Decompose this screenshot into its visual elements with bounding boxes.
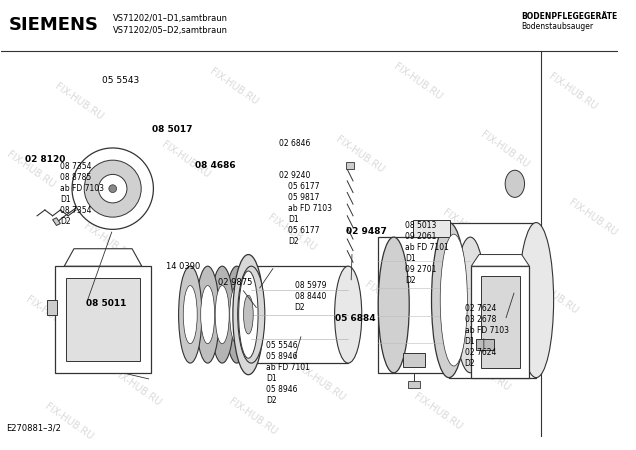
Ellipse shape: [109, 185, 116, 193]
Text: FIX-HUB.RU: FIX-HUB.RU: [266, 212, 318, 252]
Polygon shape: [53, 218, 60, 225]
Ellipse shape: [225, 266, 249, 363]
Bar: [346, 162, 354, 169]
Bar: [378, 237, 470, 373]
Text: FIX-HUB.RU: FIX-HUB.RU: [547, 72, 599, 112]
Text: FIX-HUB.RU: FIX-HUB.RU: [479, 130, 531, 170]
Text: 05 6177
05 9817
ab FD 7103
D1
05 6177
D2: 05 6177 05 9817 ab FD 7103 D1 05 6177 D2: [288, 182, 332, 246]
Ellipse shape: [244, 295, 253, 334]
Text: VS71202/01–D1,samtbraun: VS71202/01–D1,samtbraun: [113, 14, 228, 23]
Text: 08 5011: 08 5011: [86, 299, 127, 308]
Ellipse shape: [238, 266, 265, 363]
Text: SIEMENS: SIEMENS: [9, 16, 99, 34]
Text: 08 7354
08 8785
ab FD 7103
D1
08 7354
D2: 08 7354 08 8785 ab FD 7103 D1 08 7354 D2: [60, 162, 104, 226]
Text: FIX-HUB.RU: FIX-HUB.RU: [334, 135, 386, 175]
Ellipse shape: [505, 170, 525, 198]
Text: FIX-HUB.RU: FIX-HUB.RU: [160, 140, 211, 180]
Bar: [481, 276, 520, 368]
Text: 05 6884: 05 6884: [335, 314, 376, 323]
Ellipse shape: [230, 286, 244, 344]
Text: FIX-HUB.RU: FIX-HUB.RU: [528, 275, 579, 315]
Text: 02 6846: 02 6846: [279, 139, 310, 148]
Text: VS71202/05–D2,samtbraun: VS71202/05–D2,samtbraun: [113, 26, 228, 35]
Ellipse shape: [183, 286, 197, 344]
Ellipse shape: [440, 234, 467, 366]
Ellipse shape: [238, 271, 258, 358]
Ellipse shape: [179, 266, 202, 363]
Ellipse shape: [431, 223, 466, 378]
Ellipse shape: [211, 266, 234, 363]
Ellipse shape: [378, 237, 409, 373]
Bar: [403, 353, 425, 367]
Ellipse shape: [233, 255, 264, 375]
Text: FIX-HUB.RU: FIX-HUB.RU: [82, 222, 134, 262]
Text: FIX-HUB.RU: FIX-HUB.RU: [460, 352, 512, 393]
Bar: [471, 266, 529, 378]
Text: 05 5543: 05 5543: [102, 76, 139, 86]
Ellipse shape: [455, 237, 486, 373]
Text: 08 4686: 08 4686: [195, 161, 236, 170]
Ellipse shape: [72, 148, 153, 230]
Bar: [66, 278, 140, 361]
Text: FIX-HUB.RU: FIX-HUB.RU: [227, 396, 279, 436]
Ellipse shape: [335, 266, 362, 363]
Text: FIX-HUB.RU: FIX-HUB.RU: [53, 81, 105, 122]
Bar: [413, 220, 450, 237]
Text: FIX-HUB.RU: FIX-HUB.RU: [43, 401, 95, 441]
Bar: [476, 339, 494, 351]
Ellipse shape: [84, 160, 141, 217]
Text: FIX-HUB.RU: FIX-HUB.RU: [567, 198, 618, 238]
Text: FIX-HUB.RU: FIX-HUB.RU: [24, 294, 76, 335]
Polygon shape: [64, 249, 142, 266]
Text: FIX-HUB.RU: FIX-HUB.RU: [208, 67, 259, 107]
Ellipse shape: [201, 286, 214, 344]
Text: FIX-HUB.RU: FIX-HUB.RU: [441, 207, 492, 248]
Text: 02 7624
03 2678
ab FD 7103
D1
02 7624
D2: 02 7624 03 2678 ab FD 7103 D1 02 7624 D2: [465, 304, 509, 368]
Text: FIX-HUB.RU: FIX-HUB.RU: [411, 391, 463, 432]
Text: Bodenstaubsauger: Bodenstaubsauger: [522, 22, 594, 31]
Ellipse shape: [196, 266, 219, 363]
Text: 08 5979
08 8440
D2: 08 5979 08 8440 D2: [294, 281, 326, 312]
Text: FIX-HUB.RU: FIX-HUB.RU: [188, 285, 240, 325]
Text: 05 5546
05 8946
ab FD 7101
D1
05 8946
D2: 05 5546 05 8946 ab FD 7101 D1 05 8946 D2: [266, 341, 310, 405]
Bar: [55, 266, 151, 373]
Text: E270881–3/2: E270881–3/2: [6, 424, 61, 433]
Text: FIX-HUB.RU: FIX-HUB.RU: [363, 280, 415, 320]
Text: FIX-HUB.RU: FIX-HUB.RU: [4, 149, 57, 189]
Text: FIX-HUB.RU: FIX-HUB.RU: [392, 62, 444, 102]
Text: FIX-HUB.RU: FIX-HUB.RU: [295, 362, 347, 403]
Text: 02 9240: 02 9240: [279, 171, 310, 180]
Text: 14 0390: 14 0390: [167, 261, 201, 270]
Bar: [47, 300, 57, 315]
Polygon shape: [471, 255, 529, 266]
Ellipse shape: [215, 286, 229, 344]
Text: 08 5017: 08 5017: [152, 125, 193, 134]
Ellipse shape: [99, 175, 127, 203]
Text: 02 9487: 02 9487: [347, 227, 387, 236]
Bar: [449, 223, 536, 378]
Text: 02 8120: 02 8120: [25, 155, 65, 164]
Text: 02 9875: 02 9875: [218, 278, 252, 287]
Text: FIX-HUB.RU: FIX-HUB.RU: [111, 367, 163, 408]
Text: BODENPFLEGEGERÄTE: BODENPFLEGEGERÄTE: [522, 12, 618, 21]
Ellipse shape: [519, 223, 553, 378]
Text: 08 5013
09 2061
ab FD 7101
D1
09 2701
D2: 08 5013 09 2061 ab FD 7101 D1 09 2701 D2: [405, 221, 449, 285]
Bar: [408, 381, 420, 388]
Bar: [251, 266, 348, 363]
